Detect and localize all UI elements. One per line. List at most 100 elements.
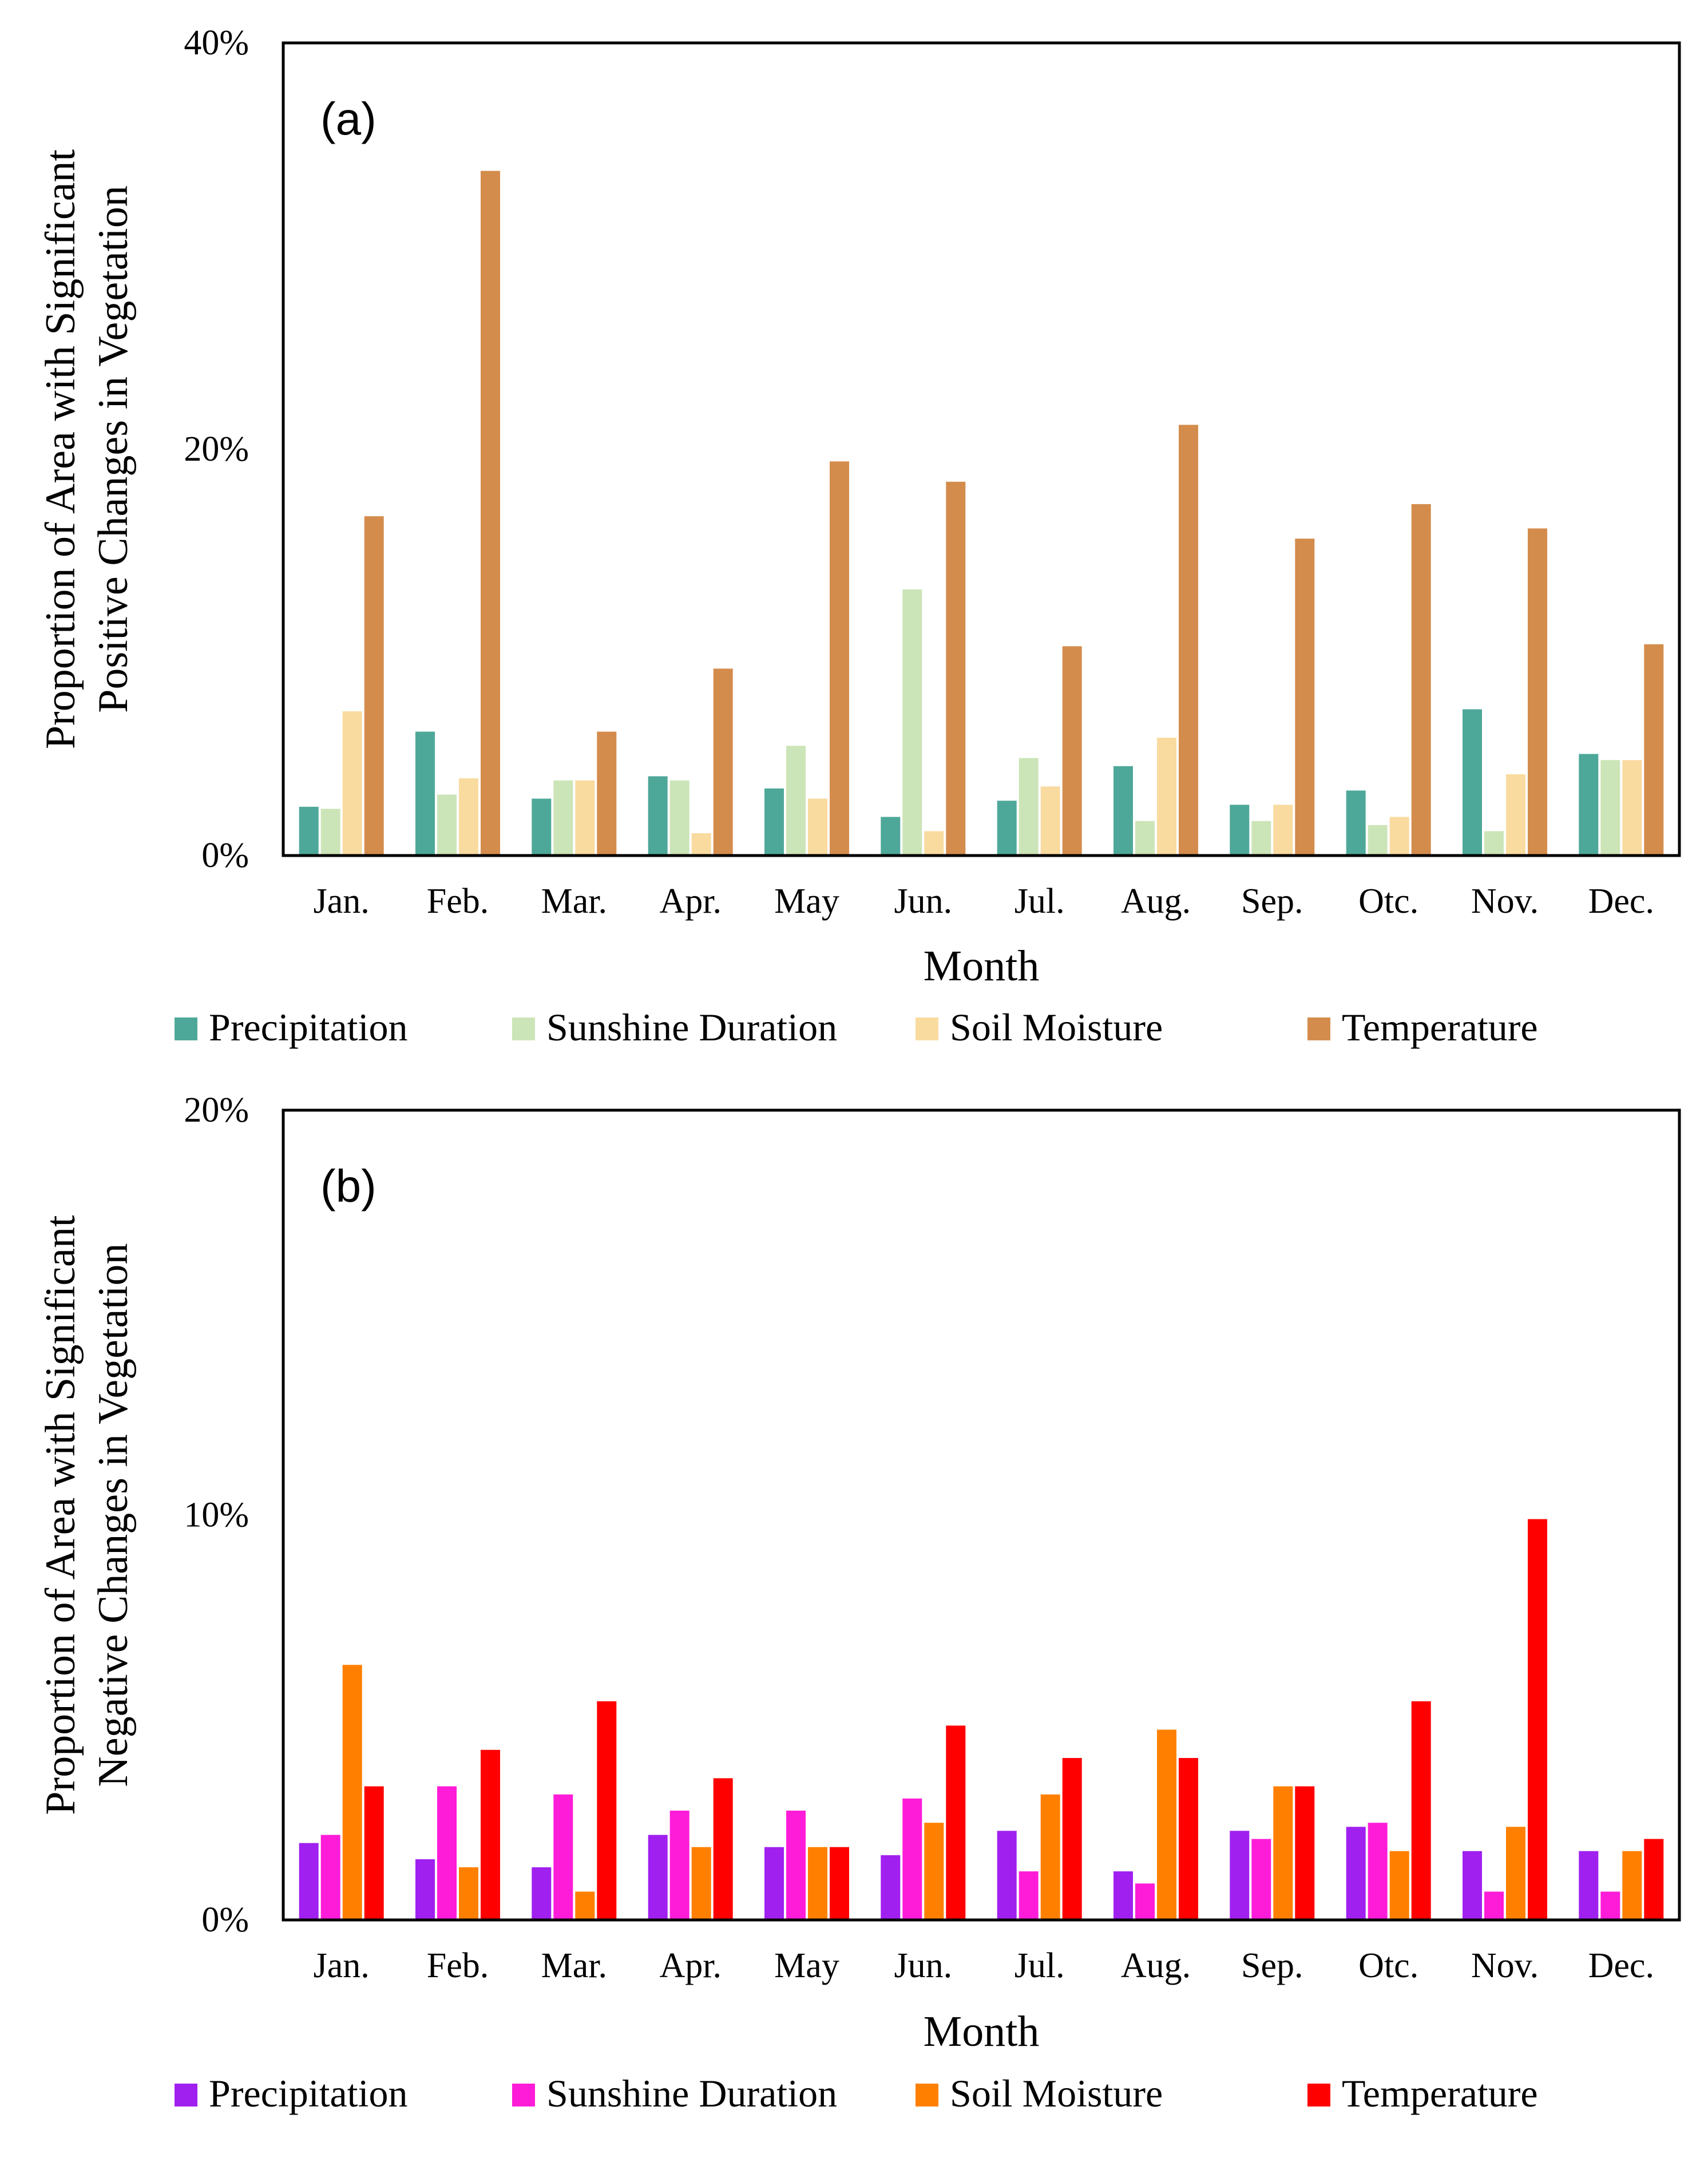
bar-sunshine-duration-jan (320, 809, 340, 856)
x-axis-title: Month (924, 2007, 1040, 2056)
x-tick-label: Jul. (1015, 1946, 1065, 1985)
x-tick-label: May (774, 1946, 839, 1985)
y-tick-label: 40% (184, 23, 249, 62)
bars (299, 1519, 1664, 1921)
bar-temperature-feb (481, 171, 500, 856)
legend-swatch (916, 1017, 938, 1040)
bar-soil-moisture-feb (459, 1867, 478, 1920)
bar-soil-moisture-jan (342, 711, 362, 856)
bar-precipitation-dec (1579, 754, 1599, 856)
bar-sunshine-duration-feb (437, 1786, 457, 1920)
bar-temperature-sep (1295, 1786, 1315, 1920)
bar-precipitation-jan (299, 806, 319, 856)
x-tick-label: Apr. (659, 882, 722, 921)
x-tick-label: Feb. (427, 1946, 489, 1985)
bar-sunshine-duration-dec (1600, 1891, 1620, 1920)
bar-precipitation-aug (1113, 766, 1133, 856)
x-tick-label: Feb. (427, 882, 489, 921)
bar-precipitation-sep (1230, 805, 1250, 856)
plot-frame (282, 41, 1681, 857)
x-axis-title: Month (924, 942, 1040, 990)
bar-precipitation-jun (881, 817, 901, 856)
y-axis-title-line: Negative Changes in Vegetation (90, 1243, 137, 1787)
bar-precipitation-otc (1346, 790, 1366, 856)
bar-temperature-jun (946, 481, 966, 856)
bar-precipitation-feb (415, 731, 435, 856)
bar-sunshine-duration-may (786, 1811, 806, 1920)
bar-temperature-mar (597, 1701, 617, 1920)
legend-label: Soil Moisture (950, 1005, 1163, 1049)
x-tick-label: Jun. (894, 1946, 952, 1985)
chart-panel-b: 0% 10% 20% Jan. Feb. Mar. Apr. May Jun. Jul. Aug. S… (37, 1091, 1681, 2115)
bar-sunshine-duration-otc (1368, 825, 1388, 856)
bar-temperature-jul (1062, 646, 1082, 856)
bar-sunshine-duration-apr (669, 1811, 689, 1920)
bar-temperature-nov (1528, 1519, 1547, 1920)
bar-precipitation-apr (648, 776, 668, 856)
bar-sunshine-duration-mar (553, 780, 573, 856)
y-tick-label: 0% (201, 1900, 249, 1939)
bar-soil-moisture-apr (691, 833, 711, 856)
bar-sunshine-duration-nov (1484, 831, 1504, 856)
legend-label: Precipitation (209, 1005, 407, 1049)
x-tick-label: Jul. (1015, 882, 1065, 921)
bar-soil-moisture-aug (1157, 738, 1176, 856)
bar-sunshine-duration-nov (1484, 1891, 1504, 1920)
bar-soil-moisture-dec (1622, 1851, 1642, 1920)
bar-sunshine-duration-may (786, 746, 806, 856)
legend-label: Temperature (1342, 1005, 1538, 1049)
bar-soil-moisture-feb (459, 778, 478, 856)
bar-precipitation-nov (1463, 1851, 1482, 1920)
x-tick-label: Mar. (541, 1946, 607, 1985)
x-tick-label: May (774, 882, 839, 921)
x-tick-label: Otc. (1358, 1946, 1418, 1985)
bar-temperature-aug (1179, 425, 1198, 856)
x-tick-label: Nov. (1471, 882, 1539, 921)
x-tick-label: Aug. (1121, 882, 1191, 921)
y-tick-label: 10% (184, 1496, 249, 1535)
bar-soil-moisture-mar (575, 1891, 595, 1920)
legend-swatch (916, 2084, 938, 2106)
bar-temperature-mar (597, 731, 617, 856)
legend-label: Soil Moisture (950, 2072, 1163, 2115)
bar-temperature-may (830, 1847, 849, 1920)
bar-sunshine-duration-jul (1019, 1871, 1039, 1920)
bar-temperature-jan (364, 1786, 384, 1920)
x-tick-label: Apr. (659, 1946, 722, 1985)
panel-label: (a) (320, 93, 377, 144)
bar-soil-moisture-sep (1273, 1786, 1293, 1920)
x-tick-label: Jun. (894, 882, 952, 921)
bar-precipitation-aug (1113, 1871, 1133, 1920)
bar-precipitation-jul (997, 1831, 1017, 1920)
bar-precipitation-feb (415, 1859, 435, 1920)
bar-temperature-apr (713, 668, 733, 856)
legend: Precipitation Sunshine Duration Soil Moist… (175, 2072, 1538, 2115)
bar-temperature-sep (1295, 538, 1315, 856)
bar-soil-moisture-nov (1506, 774, 1525, 856)
y-tick-label: 20% (184, 1091, 249, 1130)
bar-precipitation-otc (1346, 1827, 1366, 1920)
bar-temperature-feb (481, 1749, 500, 1920)
plot-frame (282, 1108, 1681, 1922)
bar-sunshine-duration-jun (902, 1798, 922, 1921)
y-tick-label: 20% (184, 430, 249, 469)
x-tick-label: Sep. (1241, 882, 1303, 921)
bar-temperature-jun (946, 1725, 966, 1920)
legend-swatch (175, 1017, 197, 1040)
bars (299, 171, 1664, 856)
bar-soil-moisture-may (808, 1847, 827, 1920)
bar-temperature-otc (1411, 504, 1431, 856)
bar-sunshine-duration-jul (1019, 758, 1039, 856)
x-tick-label: Aug. (1121, 1946, 1191, 1985)
x-tick-label: Dec. (1588, 882, 1654, 921)
legend-swatch (1307, 1017, 1330, 1040)
panel-label: (b) (320, 1161, 377, 1211)
y-tick-label: 0% (201, 836, 249, 875)
bar-precipitation-mar (532, 798, 552, 856)
bar-soil-moisture-apr (691, 1847, 711, 1920)
bar-temperature-nov (1528, 528, 1547, 856)
bar-precipitation-may (764, 788, 784, 856)
bar-soil-moisture-jun (924, 831, 944, 856)
bar-sunshine-duration-jun (902, 589, 922, 856)
